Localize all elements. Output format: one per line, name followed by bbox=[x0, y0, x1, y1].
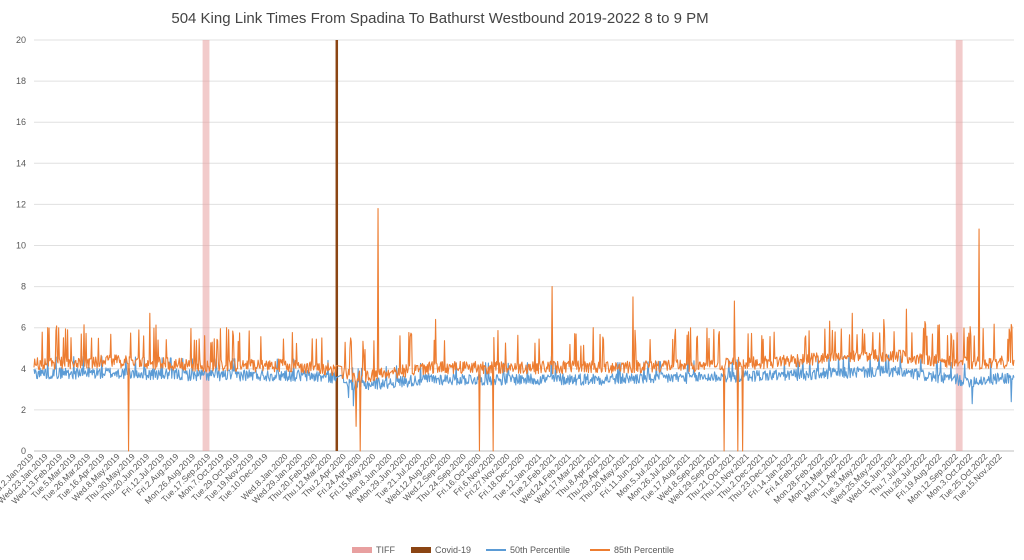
event-band-2 bbox=[955, 40, 963, 451]
y-tick-label: 6 bbox=[21, 323, 26, 333]
series-line-50th bbox=[33, 354, 1015, 407]
y-tick-label: 16 bbox=[16, 117, 26, 127]
y-tick-label: 2 bbox=[21, 405, 26, 415]
y-tick-label: 18 bbox=[16, 76, 26, 86]
legend-swatch-1 bbox=[411, 547, 431, 553]
legend-swatch-0 bbox=[352, 547, 372, 553]
event-band-1 bbox=[335, 40, 339, 451]
series-line-85th bbox=[33, 207, 1015, 452]
y-tick-label: 10 bbox=[16, 241, 26, 251]
series-layer bbox=[33, 207, 1015, 452]
event-layer bbox=[202, 40, 963, 451]
legend-label-0: TIFF bbox=[376, 545, 395, 555]
y-tick-label: 4 bbox=[21, 364, 26, 374]
x-axis-ticks: Wed.2.Jan.2019Wed.23.Jan.2019Wed.13.Feb.… bbox=[0, 451, 1004, 506]
legend-label-3: 85th Percentile bbox=[614, 545, 674, 555]
legend: TIFF Covid-19 50th Percentile 85th Percenti… bbox=[352, 545, 674, 555]
chart-title: 504 King Link Times From Spadina To Bath… bbox=[171, 10, 709, 27]
event-band-0 bbox=[202, 40, 210, 451]
y-tick-label: 14 bbox=[16, 158, 26, 168]
grid-layer bbox=[34, 39, 1014, 452]
y-tick-label: 8 bbox=[21, 282, 26, 292]
y-tick-label: 20 bbox=[16, 35, 26, 45]
legend-label-1: Covid-19 bbox=[435, 545, 471, 555]
legend-label-2: 50th Percentile bbox=[510, 545, 570, 555]
y-tick-label: 0 bbox=[21, 446, 26, 456]
y-axis-ticks: 0 2 4 6 8 10 12 14 16 18 20 bbox=[16, 35, 26, 456]
y-tick-label: 12 bbox=[16, 199, 26, 209]
